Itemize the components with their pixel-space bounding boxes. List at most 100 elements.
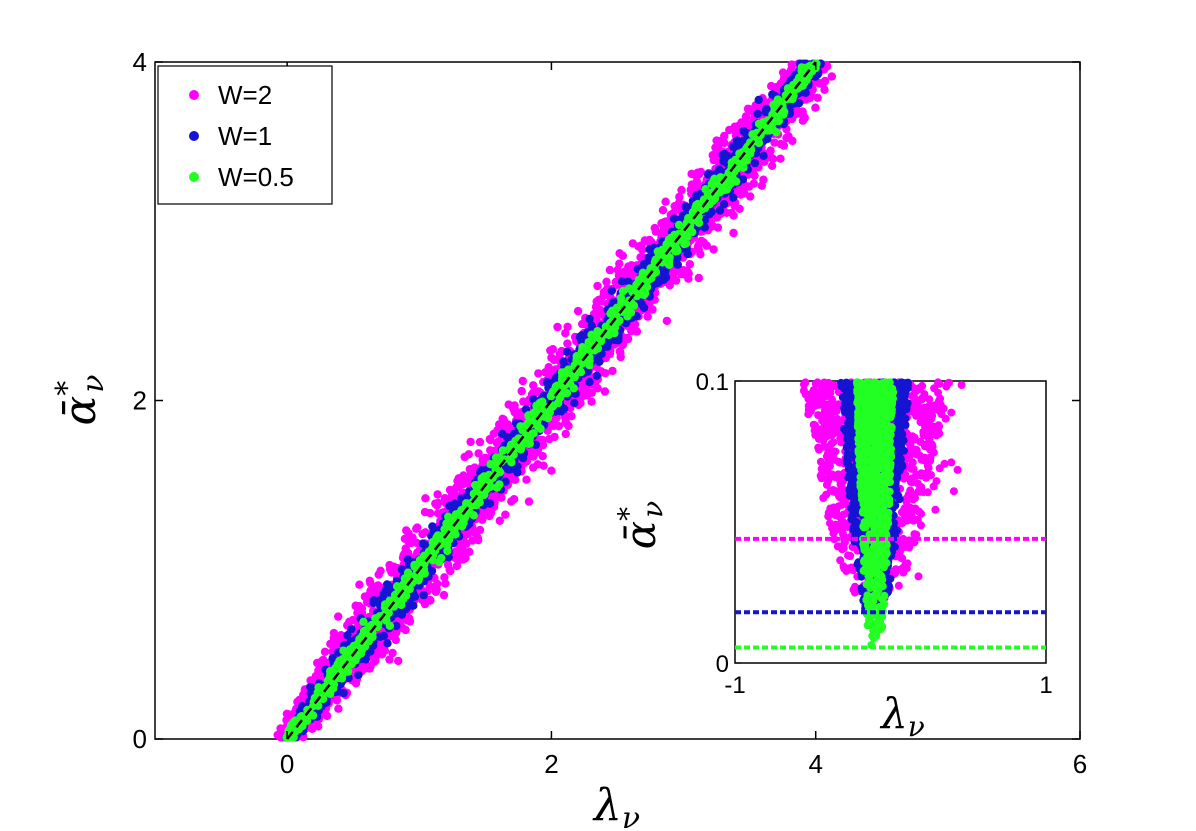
point-w05 [608,306,617,315]
point-w2 [446,566,455,576]
point-w05 [642,282,652,292]
point-w05 [585,360,594,370]
point-w2 [564,421,573,431]
point-w05 [325,675,334,684]
point-w2 [533,460,542,469]
point-w2 [687,169,696,179]
point-w2 [529,381,538,390]
point-w2 [650,223,659,233]
point-w05 [335,656,344,666]
point-w1 [585,377,594,387]
point-w2 [628,239,637,248]
point-w2 [788,136,797,146]
point-w2 [330,637,339,646]
point-w2 [600,387,610,396]
point-w2 [779,141,789,150]
point-w05 [443,540,452,549]
point-w2 [547,466,556,475]
point-w1 [542,378,552,387]
point-w2 [643,312,652,321]
point-w1 [720,157,729,166]
point-w05 [754,119,764,128]
point-w2 [602,277,611,286]
point-w2 [534,369,543,378]
point-w2 [819,77,829,87]
point-w1 [575,332,585,341]
point-w2 [637,241,646,250]
point-w2 [593,281,602,291]
point-w2 [459,471,468,480]
point-w05 [639,290,649,299]
point-w1 [753,109,762,119]
point-w05 [558,371,567,381]
point-w2 [573,306,583,316]
point-w05 [709,177,719,187]
point-w2 [478,512,487,522]
point-w2 [334,612,343,621]
point-w1 [562,347,572,356]
point-w2 [729,228,738,238]
point-w2 [599,288,609,297]
point-w05 [671,247,680,256]
point-w2 [473,533,482,542]
point-w05 [331,664,340,673]
point-w2 [522,475,531,484]
point-w2 [661,197,670,206]
point-w1 [673,260,682,269]
point-w2 [518,376,527,386]
point-w1 [369,596,378,605]
point-w2 [563,322,572,331]
point-w1 [637,300,647,309]
point-w2 [509,495,519,504]
point-w2 [401,544,410,553]
point-w2 [360,592,370,601]
point-w2 [694,170,704,179]
point-w2 [554,422,563,431]
point-w05 [495,453,504,462]
point-w05 [343,667,353,676]
point-w2 [741,112,751,121]
point-w1 [754,95,763,105]
point-w2 [767,161,777,170]
point-w2 [475,437,485,447]
point-w2 [538,452,547,461]
point-w2 [684,269,693,278]
point-w05 [691,201,701,211]
point-w2 [665,281,674,290]
point-w05 [569,384,578,393]
point-w2 [322,711,332,721]
point-w05 [773,95,782,104]
point-w2 [385,655,394,664]
point-w2 [447,491,456,501]
point-w2 [374,649,383,658]
point-w2 [567,412,576,421]
point-w05 [731,177,741,186]
point-w2 [550,432,559,442]
point-w1 [681,202,690,211]
point-w2 [370,657,379,666]
point-w2 [662,316,672,326]
point-w2 [334,704,343,713]
point-w2 [440,573,449,582]
point-w2 [605,265,615,275]
point-w1 [354,670,363,680]
point-w2 [735,204,744,213]
point-w2 [561,429,570,439]
point-w1 [750,158,760,168]
point-w2 [314,666,323,675]
point-w2 [587,397,596,406]
point-w05 [385,621,395,630]
point-w2 [618,251,627,260]
point-w2 [702,241,711,250]
point-w05 [359,617,368,626]
point-w2 [687,180,696,189]
point-w2 [412,524,421,533]
point-w2 [811,103,820,112]
point-w05 [432,533,441,543]
point-w2 [466,437,475,447]
point-w05 [543,411,552,420]
point-w2 [694,273,703,283]
point-w1 [607,286,616,295]
point-w2 [813,93,822,103]
